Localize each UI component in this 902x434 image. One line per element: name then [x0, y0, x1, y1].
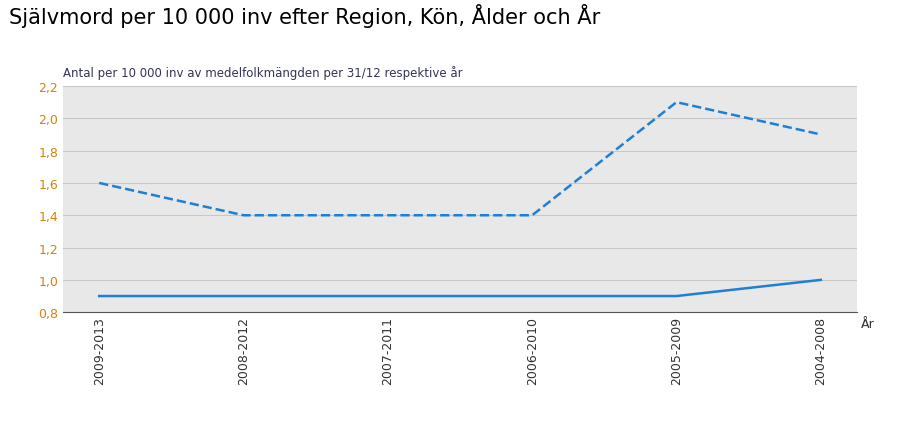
Text: År: År [861, 317, 875, 330]
Text: Antal per 10 000 inv av medelfolkmängden per 31/12 respektive år: Antal per 10 000 inv av medelfolkmängden… [63, 66, 463, 80]
Text: Självmord per 10 000 inv efter Region, Kön, Ålder och År: Självmord per 10 000 inv efter Region, K… [9, 4, 600, 28]
